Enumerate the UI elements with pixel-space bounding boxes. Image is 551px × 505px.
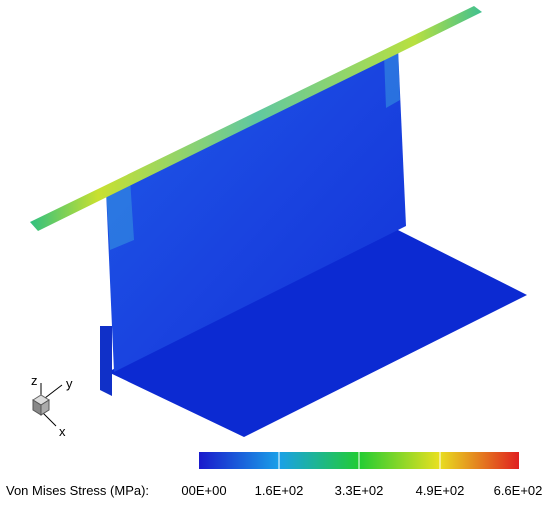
page: z y x Von Mises Stress (MPa): 00E+00 1.6… [0,0,551,505]
axis-label-z: z [31,373,38,388]
colorbar-tick-label: 3.3E+02 [335,483,384,498]
colorbar-tick-label: 00E+00 [181,483,226,498]
axis-label-y: y [66,376,73,391]
side-block [100,326,112,396]
axis-triad: z y x [31,373,73,439]
colorbar-tick-label: 1.6E+02 [255,483,304,498]
viewport: z y x Von Mises Stress (MPa): 00E+00 1.6… [0,0,551,505]
colorbar-tick-label: 4.9E+02 [416,483,465,498]
axis-label-x: x [59,424,66,439]
colorbar-tick-label: 6.6E+02 [494,483,543,498]
colorbar-title: Von Mises Stress (MPa): [6,483,149,498]
